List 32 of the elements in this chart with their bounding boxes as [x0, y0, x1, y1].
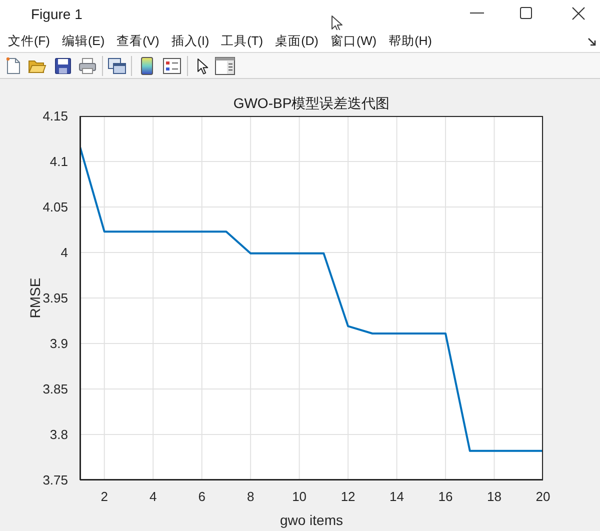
chart-title: GWO-BP模型误差迭代图: [232, 94, 391, 112]
x-axis-title: gwo items: [280, 512, 344, 528]
y-tick-label: 4: [60, 245, 68, 260]
text: 桌面(D): [275, 32, 318, 50]
text: 帮助(H): [388, 32, 432, 50]
x-tick-label: 18: [487, 489, 502, 504]
text: 查看(V): [116, 32, 160, 50]
x-tick-label: 12: [340, 489, 356, 504]
y-tick-label: 3.8: [50, 427, 68, 442]
y-tick-label: 3.75: [42, 472, 68, 488]
x-tick-label: 2: [100, 489, 108, 504]
x-tick-label: 20: [536, 489, 550, 504]
text: 文件(F): [8, 32, 50, 50]
y-axis-title: RMSE: [26, 278, 43, 318]
x-tick-label: 10: [292, 489, 307, 504]
text: 工具(T): [221, 32, 264, 50]
y-tick-label: 3.9: [50, 336, 68, 352]
x-tick-label: 14: [390, 489, 404, 504]
x-tick-label: 6: [198, 489, 206, 504]
y-tick-label: 3.85: [42, 382, 68, 397]
line-series: [80, 146, 543, 452]
x-tick-label: 16: [438, 489, 453, 504]
y-tick-label: 3.95: [42, 290, 68, 306]
x-tick-label: 8: [246, 489, 254, 504]
y-tick-label: 4.05: [42, 200, 68, 215]
x-tick-label: 4: [149, 489, 157, 504]
text: 插入(I): [171, 32, 210, 50]
y-tick-label: 4.15: [42, 108, 68, 124]
text: 编辑(E): [62, 32, 105, 50]
text: 窗口(W): [330, 32, 377, 50]
y-tick-label: 4.1: [50, 154, 68, 170]
caption: Figure 1: [31, 5, 82, 23]
